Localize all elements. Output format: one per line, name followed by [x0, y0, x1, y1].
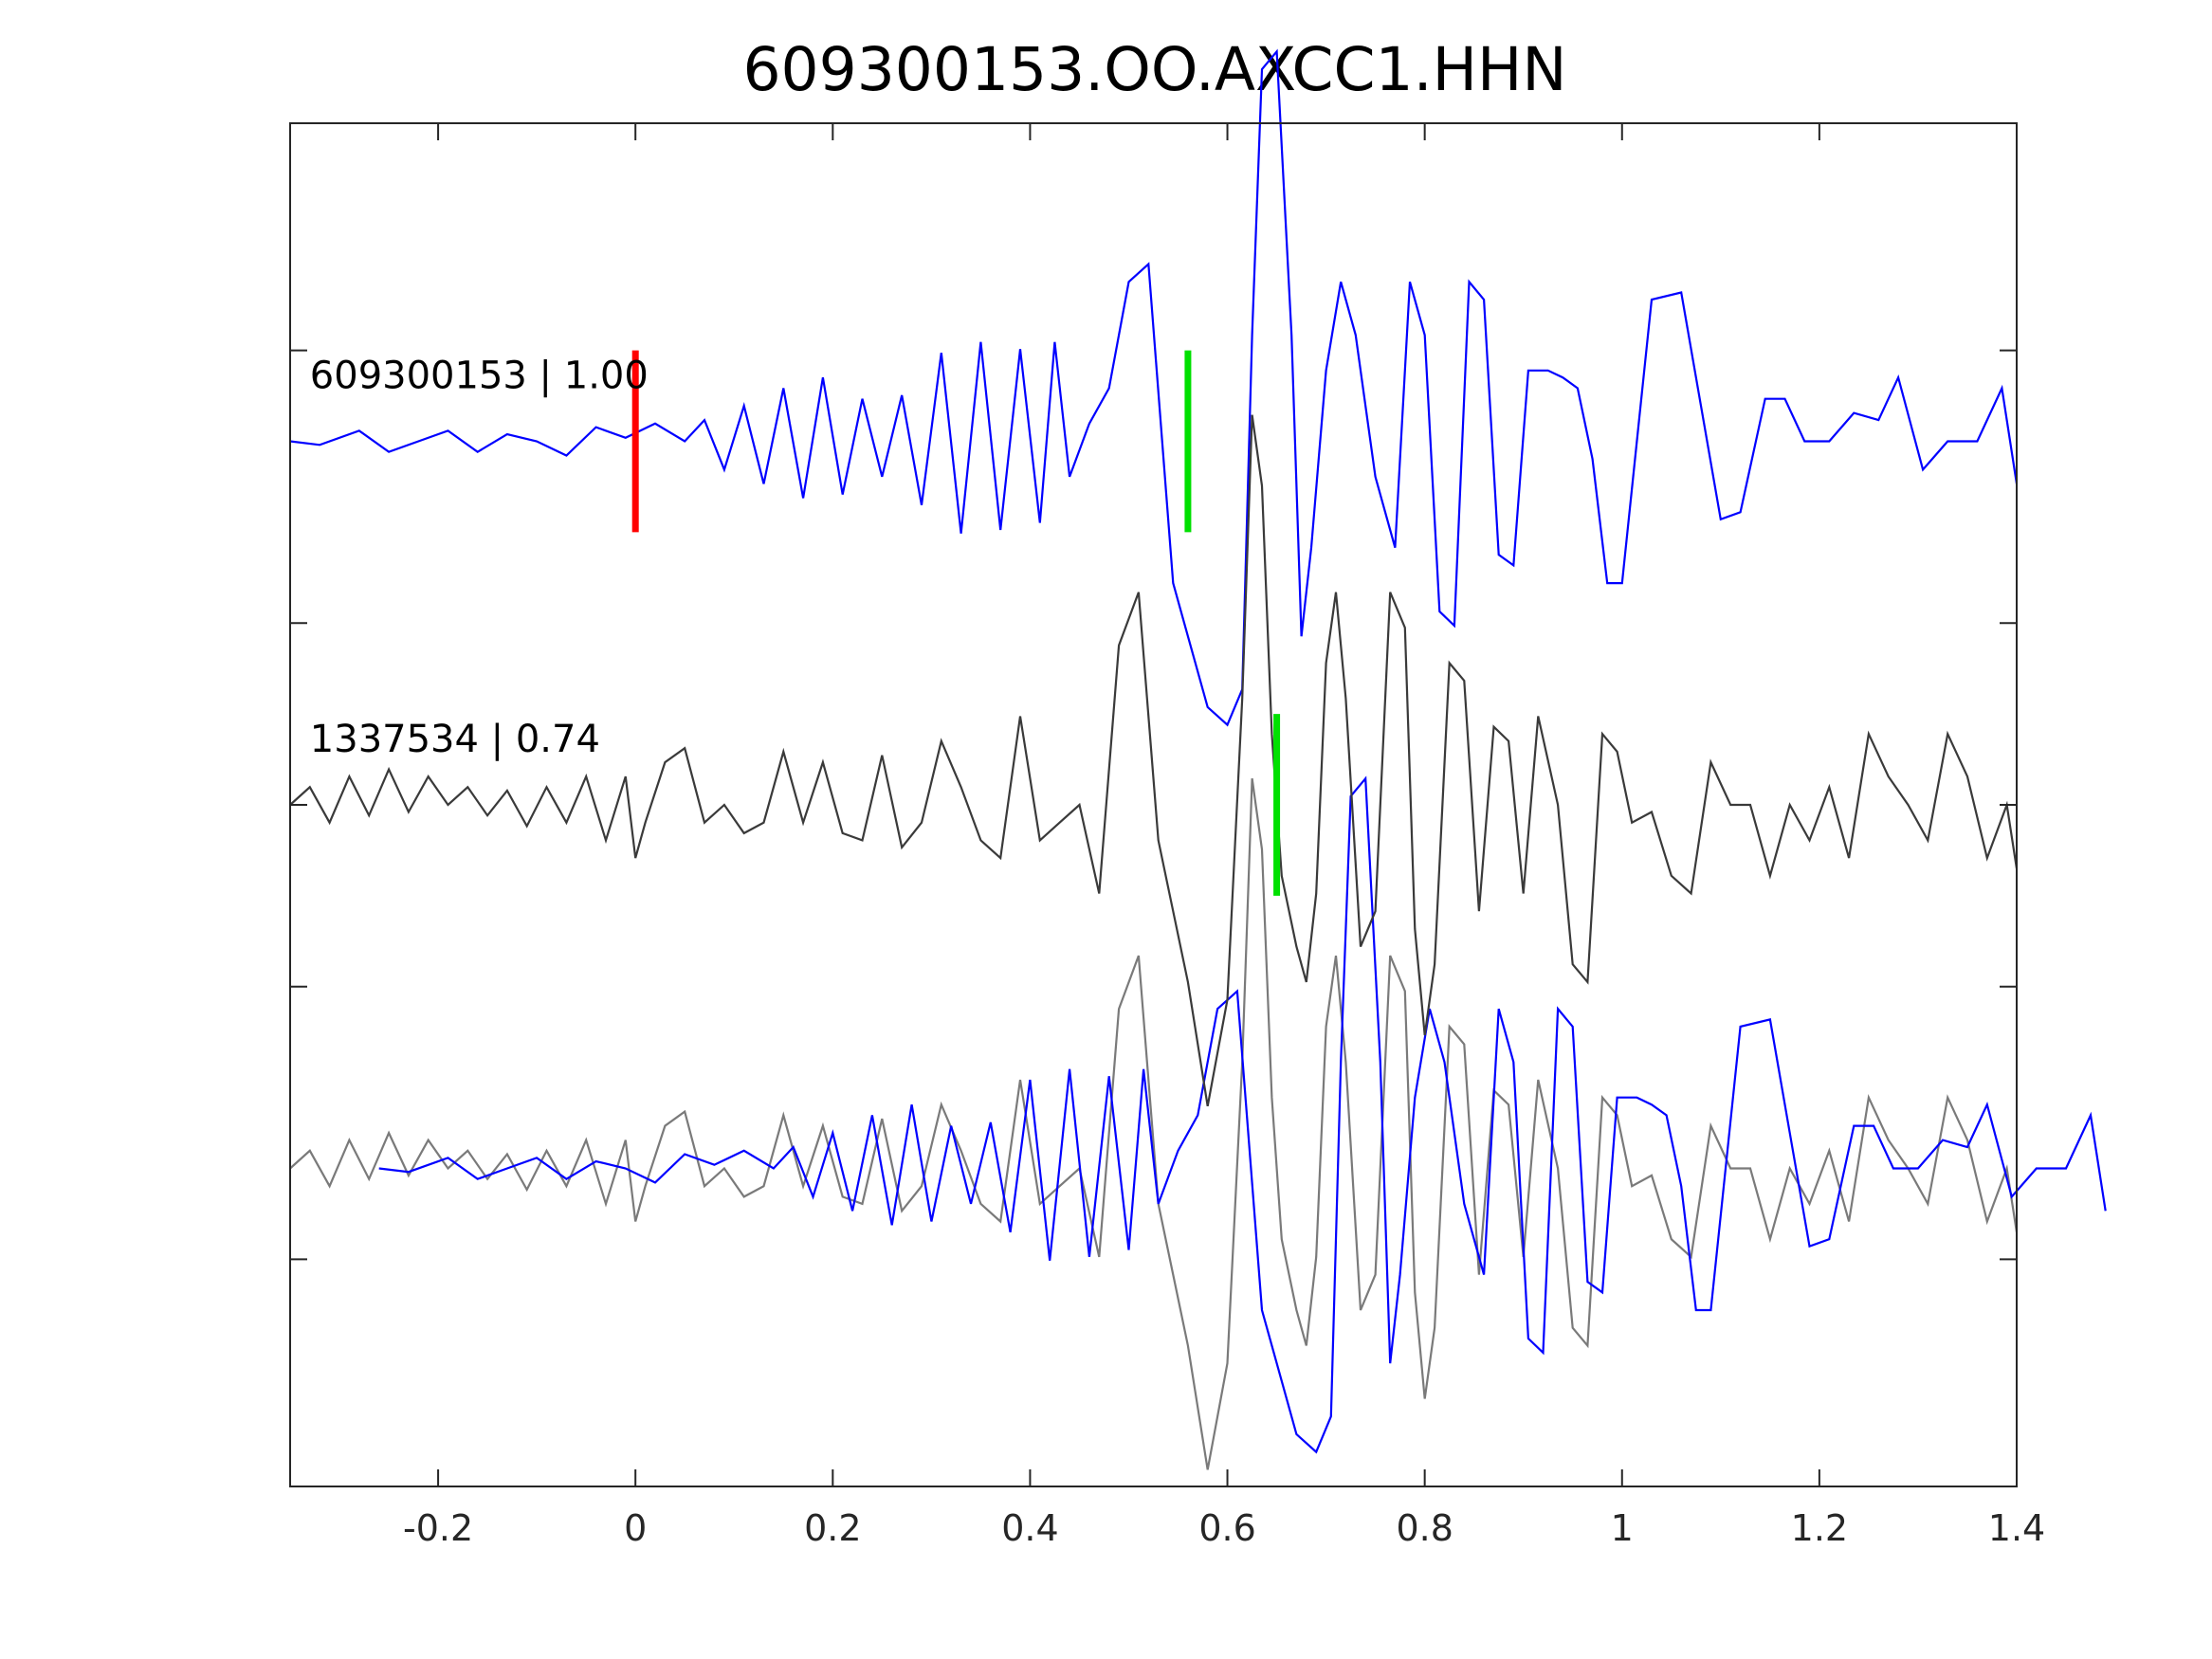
- x-tick-label-8: 1.4: [1988, 1507, 2045, 1549]
- x-tick-label-0: -0.2: [403, 1507, 473, 1549]
- trace-label-1: 1337534 | 0.74: [310, 718, 600, 761]
- template-trace: [289, 48, 2019, 727]
- x-tick-label-7: 1.2: [1791, 1507, 1848, 1549]
- x-tick-label-4: 0.6: [1198, 1507, 1255, 1549]
- overlay-template-trace: [378, 775, 2107, 1454]
- plot-area: 609300153 | 1.00 1337534 | 0.74: [289, 48, 2107, 1470]
- x-tick-label-5: 0.8: [1396, 1507, 1453, 1549]
- detection-trace: [289, 414, 2019, 1107]
- x-tick-label-3: 0.4: [1001, 1507, 1058, 1549]
- x-tick-label-6: 1: [1611, 1507, 1634, 1549]
- chart-title: 609300153.OO.AXCC1.HHN: [742, 35, 1566, 104]
- axes: -0.2 0 0.2 0.4 0.6 0.8 1 1.2 1.4: [289, 122, 2045, 1549]
- trace-label-0: 609300153 | 1.00: [310, 355, 649, 398]
- x-tick-label-2: 0.2: [804, 1507, 861, 1549]
- overlay-detection-trace: [289, 778, 2019, 1470]
- x-tick-label-1: 0: [624, 1507, 647, 1549]
